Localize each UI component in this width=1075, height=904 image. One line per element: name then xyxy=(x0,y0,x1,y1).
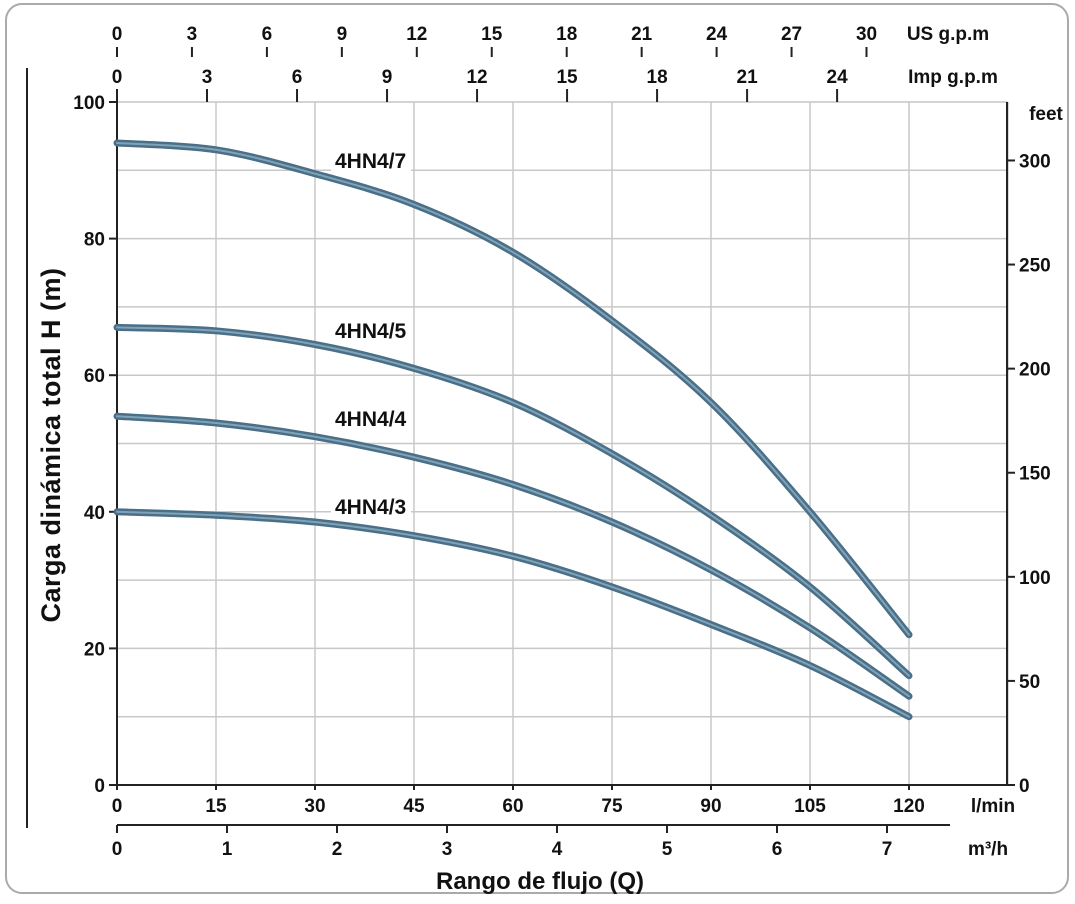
curves xyxy=(113,139,913,721)
us-gpm-tick-label: 9 xyxy=(337,24,348,45)
us-gpm-tick-label: 6 xyxy=(262,24,273,45)
m3h-tick-label: 3 xyxy=(442,839,453,860)
imp-gpm-tick-label: 21 xyxy=(737,67,759,88)
us-gpm-tick-label: 3 xyxy=(187,24,198,45)
x-tick-label: 75 xyxy=(601,796,623,817)
m3h-tick-label: 4 xyxy=(552,839,563,860)
y-tick-label: 0 xyxy=(94,776,105,797)
series-label-bg xyxy=(331,406,411,432)
series-line-highlight xyxy=(116,326,910,677)
y-tick-label: 80 xyxy=(84,230,105,251)
y-tick-label: 100 xyxy=(73,93,105,114)
x-tick-label: 105 xyxy=(794,796,826,817)
feet-tick-label: 0 xyxy=(1019,776,1030,797)
feet-tick-label: 50 xyxy=(1019,672,1040,693)
feet-tick-label: 300 xyxy=(1019,151,1051,172)
x-tick-label: 30 xyxy=(304,796,325,817)
us-gpm-tick-label: 12 xyxy=(406,24,427,45)
us-gpm-tick-label: 0 xyxy=(112,24,123,45)
imp-gpm-tick-label: 15 xyxy=(556,67,578,88)
imp-gpm-tick-label: 12 xyxy=(466,67,487,88)
feet-tick-label: 100 xyxy=(1019,568,1051,589)
x-tick-label: 45 xyxy=(403,796,425,817)
us-gpm-tick-label: 21 xyxy=(631,24,653,45)
feet-tick-label: 150 xyxy=(1019,464,1051,485)
x-tick-label: 90 xyxy=(700,796,721,817)
m3h-tick-label: 5 xyxy=(662,839,673,860)
x-tick-label: 0 xyxy=(112,796,123,817)
feet-unit-label: feet xyxy=(1029,104,1063,125)
y-axis-title: Carga dinámica total H (m) xyxy=(36,267,66,622)
x-tick-label: 120 xyxy=(893,796,925,817)
m3h-tick-label: 1 xyxy=(222,839,233,860)
series-label: 4HN4/7 xyxy=(335,150,406,173)
m3h-tick-label: 6 xyxy=(772,839,783,860)
series-line-highlight xyxy=(116,510,910,718)
grid xyxy=(116,101,1009,786)
imp-gpm-tick-label: 0 xyxy=(112,67,123,88)
imp-gpm-unit-label: Imp g.p.m xyxy=(908,67,998,88)
us-gpm-tick-label: 30 xyxy=(856,24,877,45)
us-gpm-tick-label: 15 xyxy=(481,24,503,45)
us-gpm-tick-label: 18 xyxy=(556,24,577,45)
imp-gpm-tick-label: 3 xyxy=(202,67,213,88)
us-gpm-tick-label: 24 xyxy=(706,24,728,45)
y-tick-label: 20 xyxy=(84,639,105,660)
feet-tick-label: 200 xyxy=(1019,360,1051,381)
series-label: 4HN4/3 xyxy=(335,496,406,519)
imp-gpm-tick-label: 9 xyxy=(382,67,393,88)
series-label-bg xyxy=(331,494,411,520)
imp-gpm-tick-label: 24 xyxy=(827,67,849,88)
x-tick-label: 60 xyxy=(502,796,523,817)
imp-gpm-tick-label: 6 xyxy=(292,67,303,88)
axes xyxy=(109,47,1015,833)
x-tick-label: 15 xyxy=(205,796,227,817)
imp-gpm-tick-label: 18 xyxy=(647,67,668,88)
x-axis-title: Rango de flujo (Q) xyxy=(436,868,644,895)
y-tick-label: 40 xyxy=(84,503,105,524)
us-gpm-unit-label: US g.p.m xyxy=(907,24,989,45)
series-label-bg xyxy=(331,148,411,174)
m3h-tick-label: 2 xyxy=(332,839,343,860)
us-gpm-tick-label: 27 xyxy=(781,24,802,45)
series-label: 4HN4/5 xyxy=(335,320,407,343)
m3h-tick-label: 0 xyxy=(112,839,123,860)
series-line-highlight xyxy=(116,415,910,698)
feet-tick-label: 250 xyxy=(1019,256,1051,277)
series-line-highlight xyxy=(116,142,910,636)
m3h-unit-label: m³/h xyxy=(968,839,1008,860)
series-label: 4HN4/4 xyxy=(335,408,407,431)
y-tick-label: 60 xyxy=(84,366,105,387)
series-label-bg xyxy=(331,318,411,344)
x-unit-label: l/min xyxy=(971,796,1015,817)
m3h-tick-label: 7 xyxy=(882,839,893,860)
